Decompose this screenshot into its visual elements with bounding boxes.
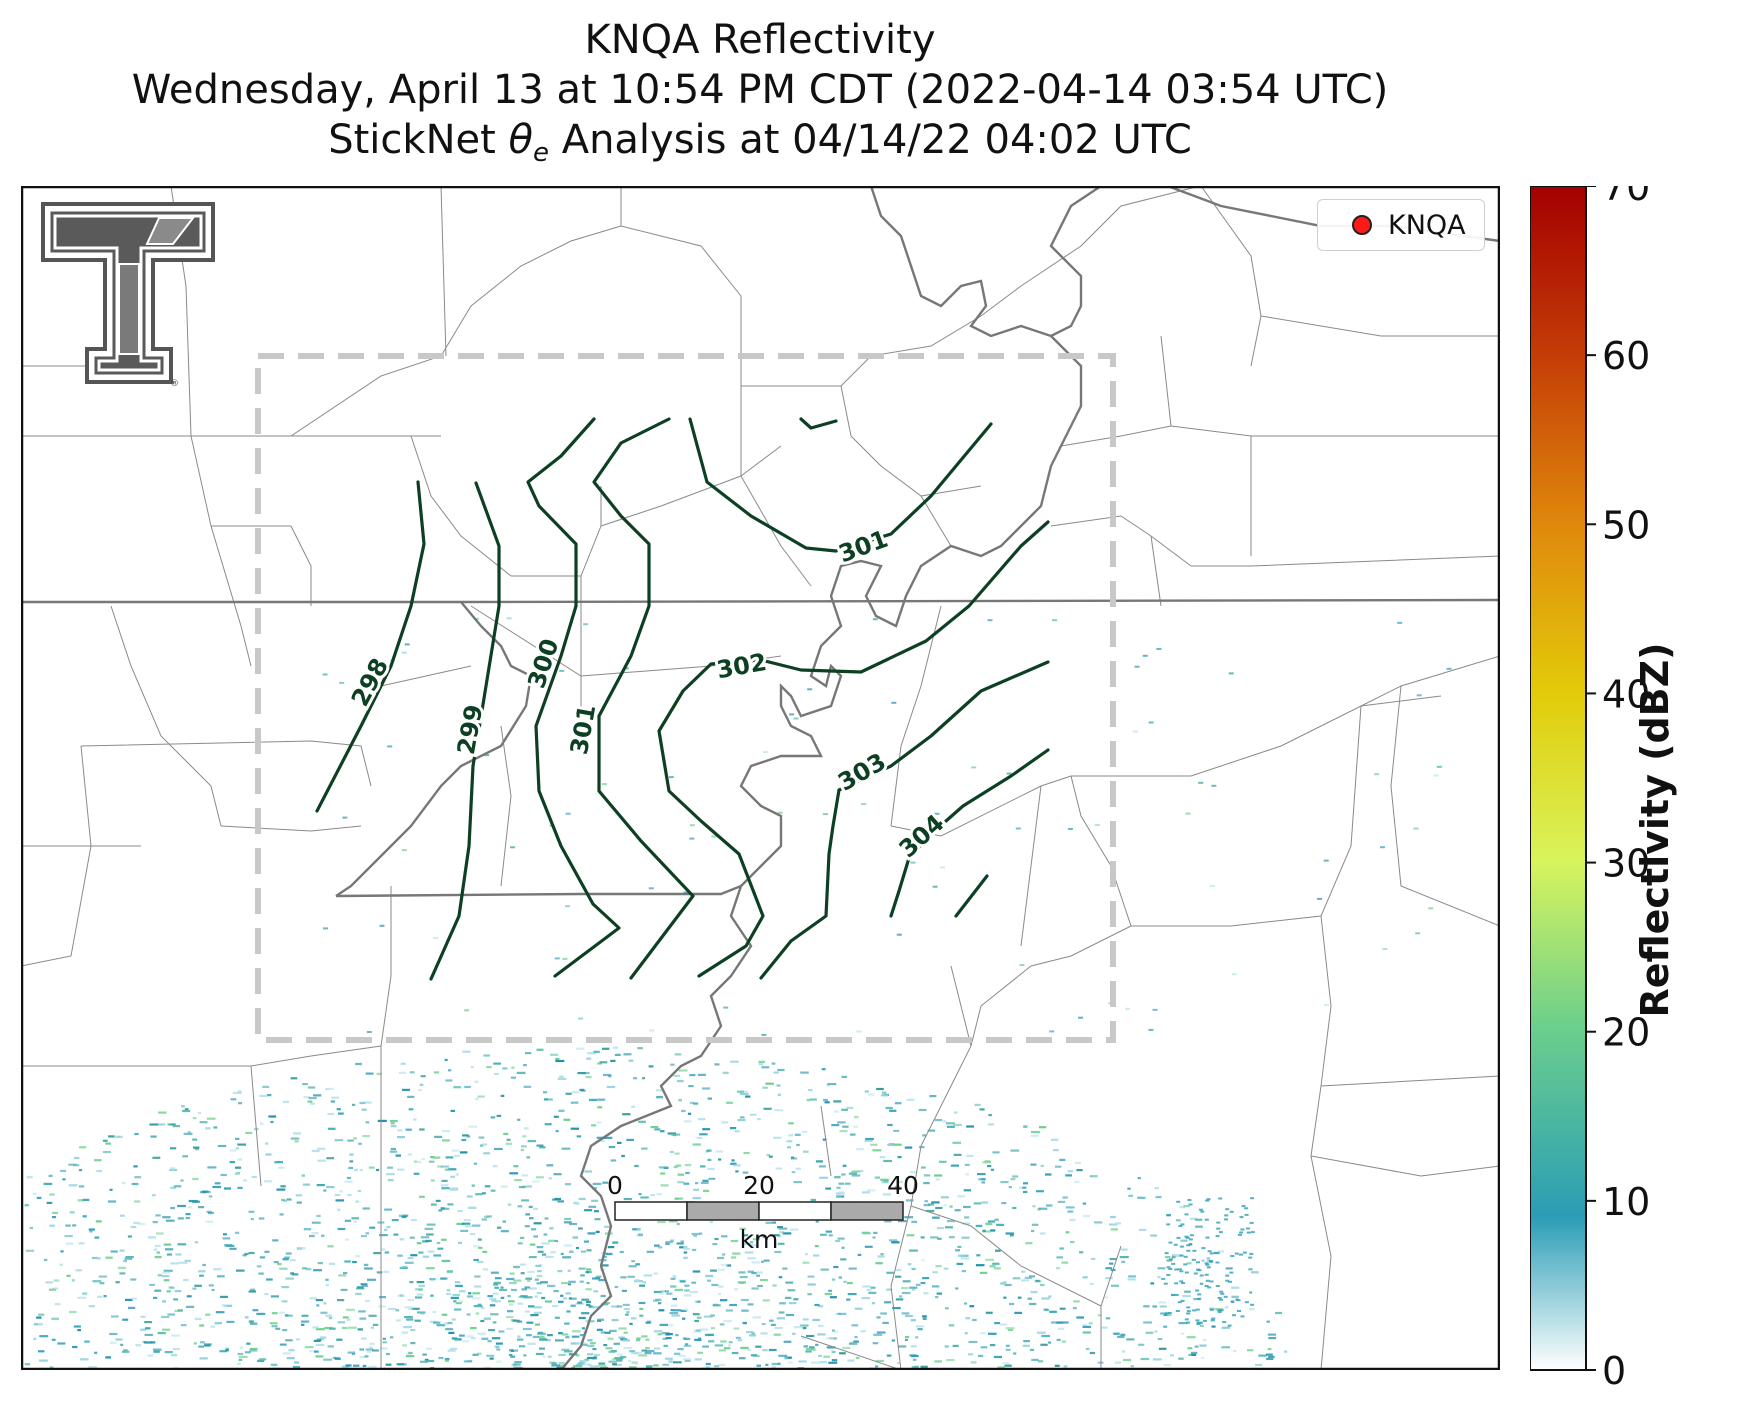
map-background — [21, 186, 1500, 1370]
contour-301b — [688, 417, 993, 553]
chart-subtitle-analysis: StickNet θe Analysis at 04/14/22 04:02 U… — [0, 118, 1520, 175]
contour-300 — [526, 417, 621, 978]
map-border — [21, 186, 1500, 1370]
colorbar-tick-label: 70 — [1602, 186, 1650, 209]
colorbar-tick-label: 60 — [1602, 334, 1650, 378]
scale-unit: km — [740, 1225, 779, 1254]
theta-symbol: θ — [508, 117, 533, 163]
contour-303 — [759, 660, 1050, 980]
legend-label: KNQA — [1388, 209, 1466, 241]
chart-title: KNQA Reflectivity — [584, 17, 936, 63]
chart-subtitle-time: Wednesday, April 13 at 10:54 PM CDT (202… — [131, 67, 1389, 113]
county-boundaries — [21, 186, 1500, 1370]
scale-tick-40: 40 — [887, 1171, 919, 1200]
scale-bar: 0 20 40 km — [607, 1171, 919, 1254]
radar-site-marker-icon — [1352, 215, 1372, 235]
colorbar-tick-label: 30 — [1602, 842, 1650, 886]
theta-subscript: e — [532, 138, 549, 168]
contour-299 — [429, 481, 501, 981]
colorbar-label: Reflectivity (dBZ) — [1633, 642, 1677, 1018]
colorbar-tick-label: 0 — [1602, 1349, 1626, 1393]
colorbar-gradient — [1530, 186, 1587, 1371]
colorbar-tick-label: 50 — [1602, 503, 1650, 547]
contour-301a — [592, 417, 695, 980]
analysis-suffix: Analysis at 04/14/22 04:02 UTC — [548, 117, 1192, 163]
contour-298 — [315, 480, 426, 813]
colorbar-tick-label: 20 — [1602, 1011, 1650, 1055]
contour-302 — [657, 520, 1050, 978]
analysis-domain-box — [255, 353, 1116, 1043]
contour-small-2 — [799, 417, 838, 430]
analysis-prefix: StickNet — [328, 117, 509, 163]
contour-304 — [889, 748, 1050, 918]
texas-tech-double-t-logo: ® — [41, 202, 215, 389]
theta-e-contours — [315, 417, 1050, 981]
scale-tick-20: 20 — [743, 1171, 775, 1200]
colorbar: 0 10 20 30 40 50 60 70 — [1530, 186, 1650, 1393]
scale-tick-0: 0 — [607, 1171, 623, 1200]
map-legend: KNQA — [1317, 199, 1485, 251]
colorbar-tick-label: 10 — [1602, 1180, 1650, 1224]
registered-mark: ® — [170, 379, 179, 389]
colorbar-tick-label: 40 — [1602, 672, 1650, 716]
colorbar-ticks: 0 10 20 30 40 50 60 70 — [1586, 186, 1650, 1393]
state-boundaries — [21, 186, 1500, 1370]
contour-small-1 — [954, 874, 989, 918]
map-panel: 298 299 300 301 301 302 303 304 ® — [21, 186, 1500, 1370]
